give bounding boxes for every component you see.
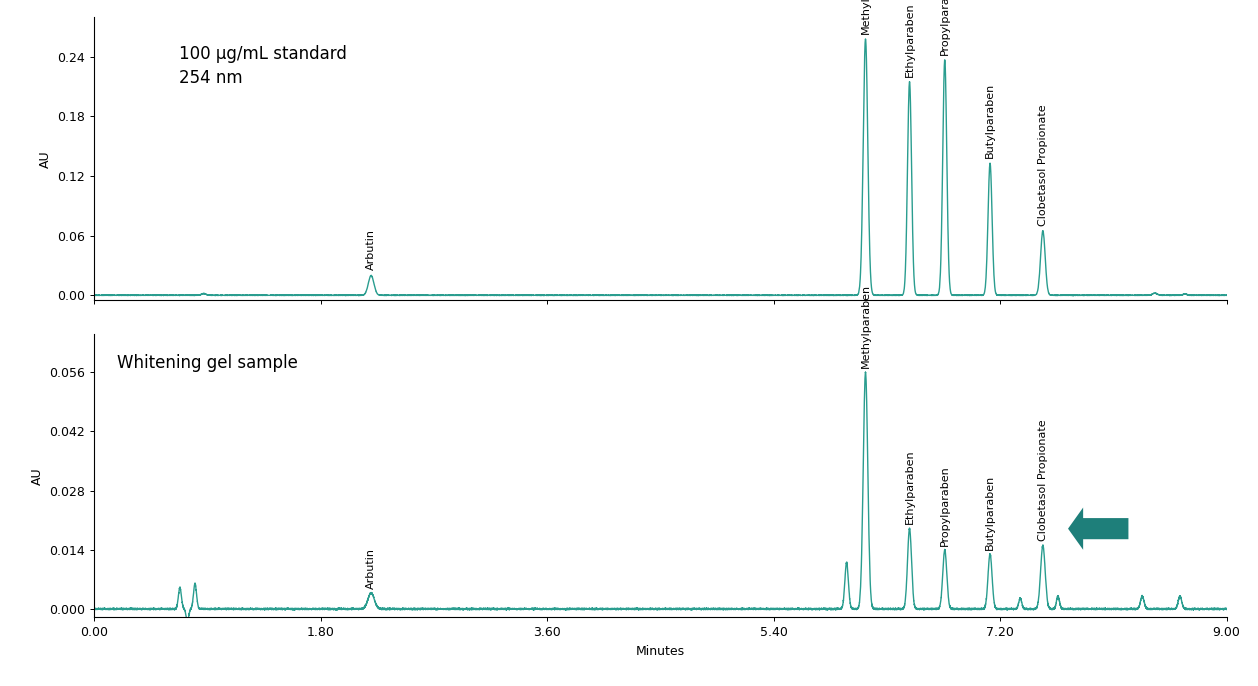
Text: Propylparaben: Propylparaben <box>940 0 950 55</box>
FancyArrow shape <box>1068 508 1128 549</box>
Text: Whitening gel sample: Whitening gel sample <box>117 354 298 372</box>
Text: Ethylparaben: Ethylparaben <box>905 450 915 524</box>
Text: Propylparaben: Propylparaben <box>940 465 950 545</box>
Text: 100 μg/mL standard
254 nm: 100 μg/mL standard 254 nm <box>179 45 347 87</box>
Text: Arbutin: Arbutin <box>366 230 376 270</box>
X-axis label: Minutes: Minutes <box>635 645 686 658</box>
Text: Butylparaben: Butylparaben <box>985 475 995 549</box>
Text: Arbutin: Arbutin <box>366 547 376 589</box>
Y-axis label: AU: AU <box>39 150 52 167</box>
Text: Methylparaben: Methylparaben <box>860 0 871 34</box>
Text: Clobetasol Propionate: Clobetasol Propionate <box>1038 104 1048 226</box>
Text: Clobetasol Propionate: Clobetasol Propionate <box>1038 420 1048 541</box>
Text: Methylparaben: Methylparaben <box>860 284 871 368</box>
Y-axis label: AU: AU <box>30 467 44 484</box>
Text: Butylparaben: Butylparaben <box>985 83 995 158</box>
Text: Ethylparaben: Ethylparaben <box>905 2 915 77</box>
